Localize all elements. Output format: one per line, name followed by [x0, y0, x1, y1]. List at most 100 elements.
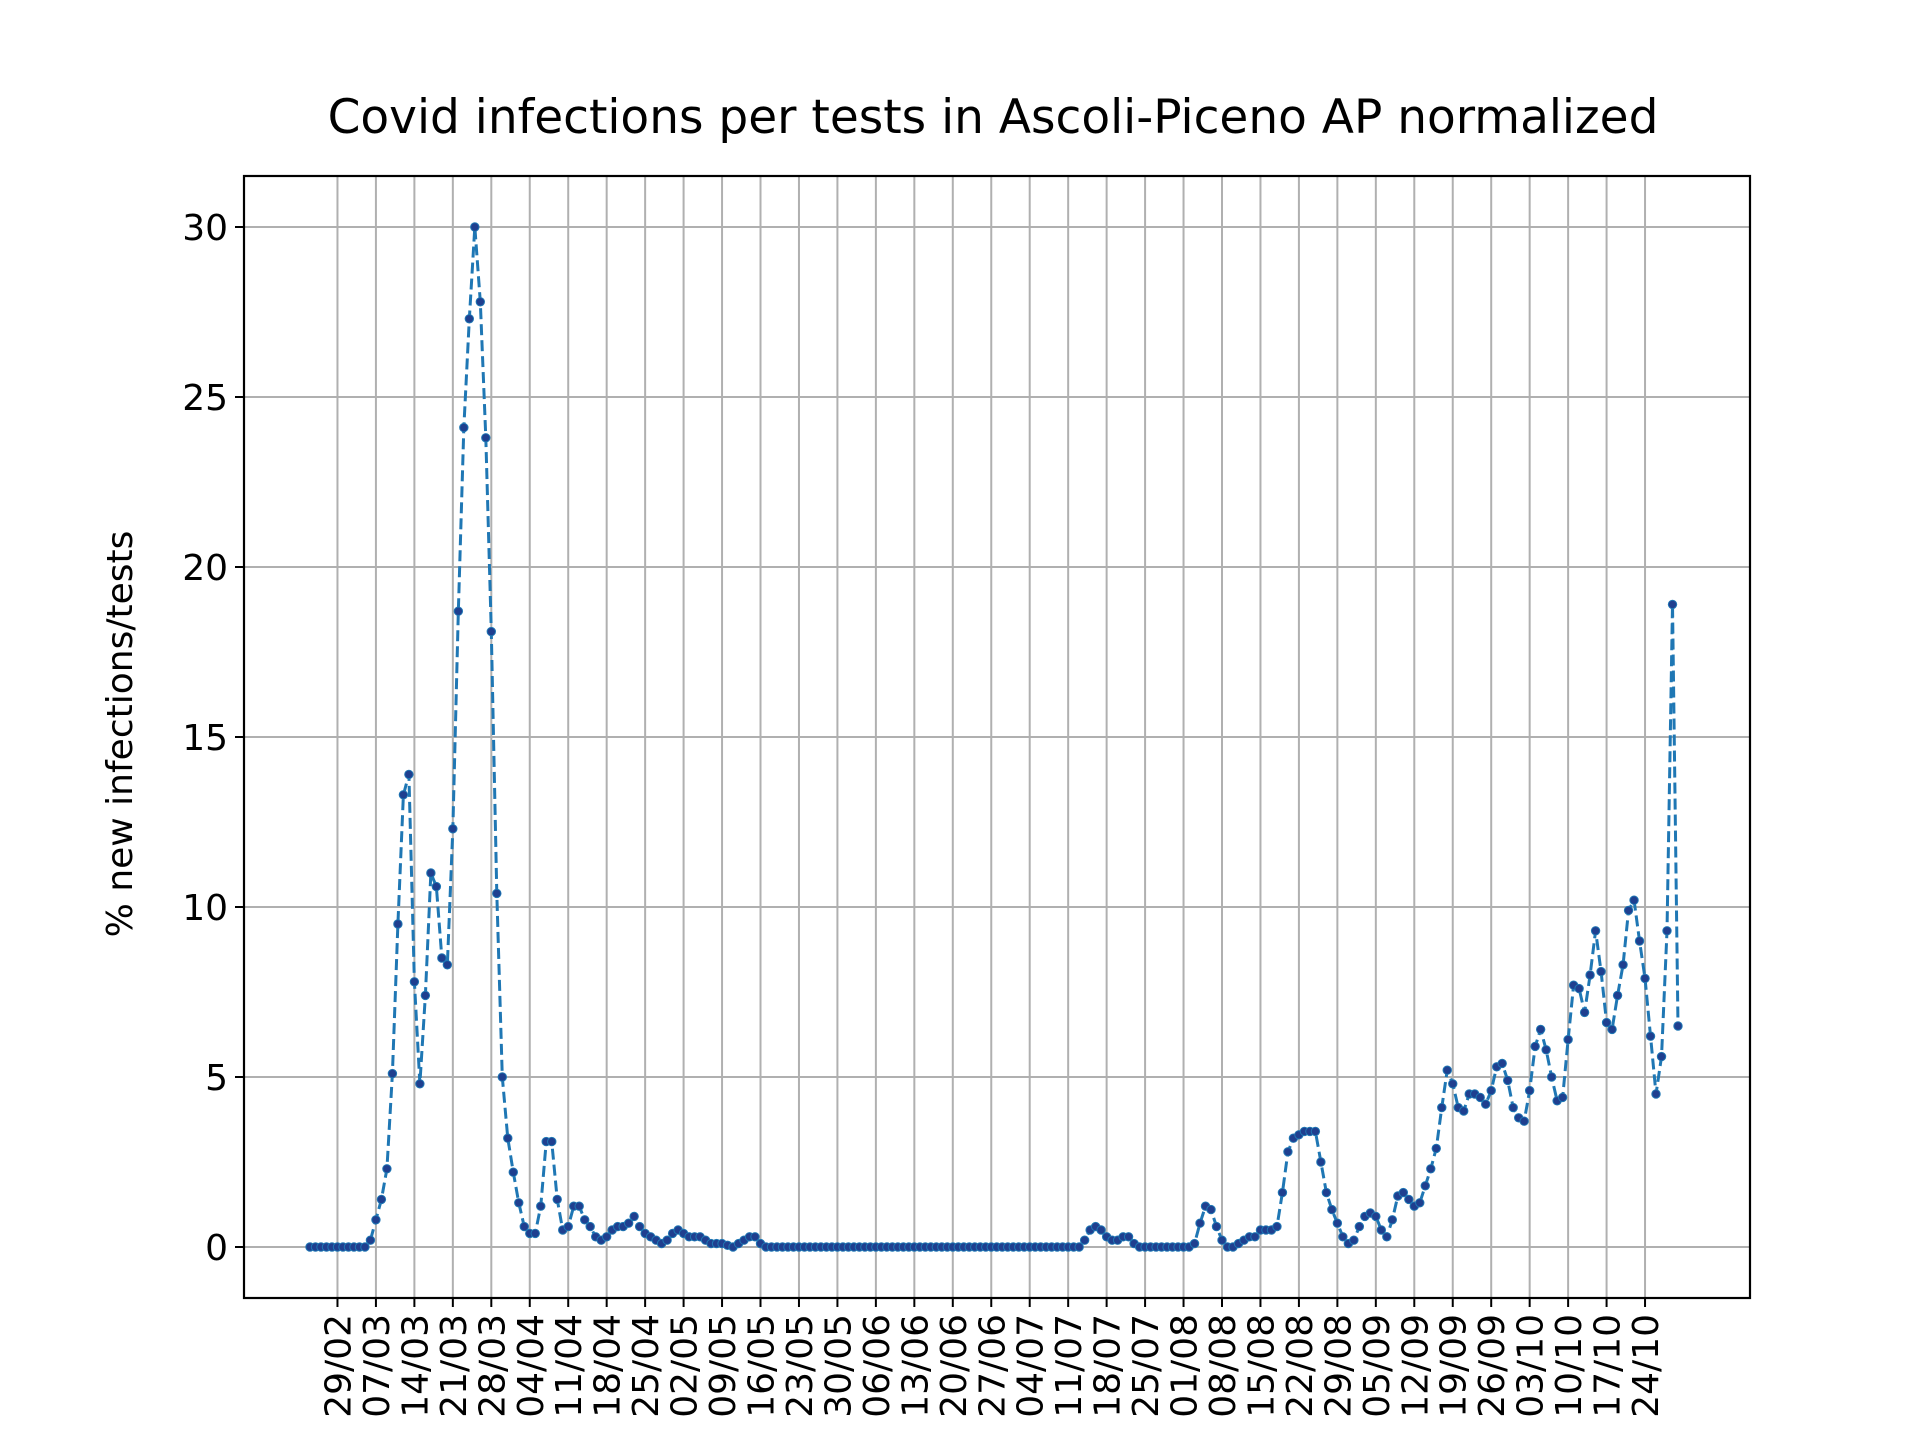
data-point: [1420, 1181, 1430, 1191]
data-point: [420, 990, 431, 1001]
data-point: [1074, 1242, 1084, 1252]
data-point: [448, 824, 458, 834]
data-point: [1404, 1194, 1414, 1205]
x-tick-label: 06/06: [857, 1314, 898, 1418]
data-point: [365, 1235, 376, 1245]
data-point: [1206, 1204, 1216, 1215]
data-point: [486, 626, 496, 637]
data-point: [1623, 905, 1634, 916]
data-point: [629, 1211, 639, 1222]
x-tick-label: 11/04: [549, 1314, 590, 1418]
data-point: [1211, 1221, 1222, 1232]
x-tick-label: 12/09: [1395, 1314, 1436, 1418]
data-point: [503, 1133, 513, 1143]
data-point: [623, 1218, 634, 1228]
y-tick-label: 0: [205, 1228, 228, 1269]
data-point: [1557, 1092, 1568, 1103]
data-point: [536, 1201, 546, 1211]
data-point: [1574, 983, 1584, 994]
y-axis-label: % new infections/tests: [100, 531, 141, 938]
data-point: [1541, 1045, 1551, 1055]
x-tick-label: 08/08: [1203, 1314, 1244, 1418]
data-point: [382, 1164, 392, 1174]
data-point: [1508, 1102, 1518, 1113]
data-point: [1673, 1021, 1683, 1031]
data-point: [371, 1215, 381, 1225]
data-point: [552, 1194, 562, 1205]
data-point: [426, 868, 436, 878]
x-tick-label: 18/04: [588, 1314, 629, 1418]
data-point: [1502, 1075, 1513, 1086]
data-point: [1607, 1024, 1617, 1035]
data-point: [1579, 1007, 1590, 1018]
data-point: [580, 1215, 590, 1225]
y-tick-label: 20: [182, 548, 228, 589]
x-tick-label: 05/09: [1357, 1314, 1398, 1418]
data-point: [404, 769, 414, 780]
data-point: [492, 888, 502, 899]
data-point: [519, 1221, 529, 1232]
data-point: [530, 1228, 540, 1239]
data-point: [1634, 936, 1645, 946]
data-point: [376, 1194, 387, 1205]
series-layer: [305, 222, 1683, 1252]
data-point: [1189, 1238, 1200, 1249]
x-tick-label: 21/03: [434, 1314, 475, 1418]
data-point: [1316, 1157, 1326, 1167]
data-point: [634, 1221, 645, 1232]
data-point: [1535, 1024, 1546, 1035]
data-point: [1459, 1106, 1469, 1116]
data-point: [1475, 1092, 1485, 1103]
x-tick-label: 18/07: [1088, 1314, 1129, 1418]
data-point: [442, 960, 453, 970]
x-tick-label: 26/09: [1472, 1314, 1513, 1418]
data-point: [1277, 1187, 1288, 1198]
x-tick-label: 04/04: [511, 1314, 552, 1418]
y-tick-label: 25: [182, 378, 228, 419]
data-point: [1332, 1218, 1343, 1228]
x-tick-label: 14/03: [395, 1314, 436, 1418]
x-tick-label: 09/05: [703, 1314, 744, 1418]
x-tick-label: 07/03: [357, 1314, 398, 1418]
chart-title: Covid infections per tests in Ascoli-Pic…: [328, 90, 1659, 145]
x-tick-label: 29/08: [1318, 1314, 1359, 1418]
data-point: [1398, 1187, 1409, 1198]
data-point: [750, 1232, 760, 1242]
data-point: [514, 1198, 524, 1208]
y-tick-label: 5: [205, 1058, 228, 1099]
data-point: [1629, 895, 1639, 905]
data-point: [574, 1201, 584, 1211]
data-point: [1519, 1116, 1529, 1126]
data-point: [1382, 1232, 1392, 1242]
data-point: [1612, 990, 1623, 1001]
x-tick-label: 29/02: [318, 1314, 359, 1418]
data-point: [1524, 1085, 1535, 1096]
data-point: [1437, 1102, 1447, 1113]
data-point: [360, 1242, 370, 1252]
x-tick-label: 01/08: [1165, 1314, 1206, 1418]
data-point: [1486, 1085, 1496, 1096]
data-point: [1195, 1218, 1205, 1228]
data-point: [387, 1068, 398, 1079]
x-tick-label: 30/05: [818, 1314, 859, 1418]
data-point: [1442, 1065, 1452, 1075]
grid: [244, 176, 1750, 1298]
data-point: [1123, 1232, 1134, 1242]
x-tick-label: 27/06: [972, 1314, 1013, 1418]
data-point: [1327, 1204, 1337, 1215]
data-point: [431, 881, 442, 892]
data-point: [393, 919, 403, 929]
y-tick-label: 30: [182, 208, 228, 249]
data-point: [1272, 1221, 1282, 1232]
data-point: [1481, 1099, 1491, 1109]
data-point: [1656, 1051, 1667, 1062]
data-point: [1667, 599, 1678, 610]
y-tick-label: 15: [182, 718, 228, 759]
data-point: [1338, 1232, 1348, 1242]
data-point: [1217, 1235, 1227, 1245]
data-point: [1601, 1017, 1612, 1028]
data-point: [470, 222, 480, 232]
data-point: [1321, 1187, 1332, 1198]
data-point: [1596, 966, 1606, 977]
data-point: [1376, 1225, 1387, 1235]
